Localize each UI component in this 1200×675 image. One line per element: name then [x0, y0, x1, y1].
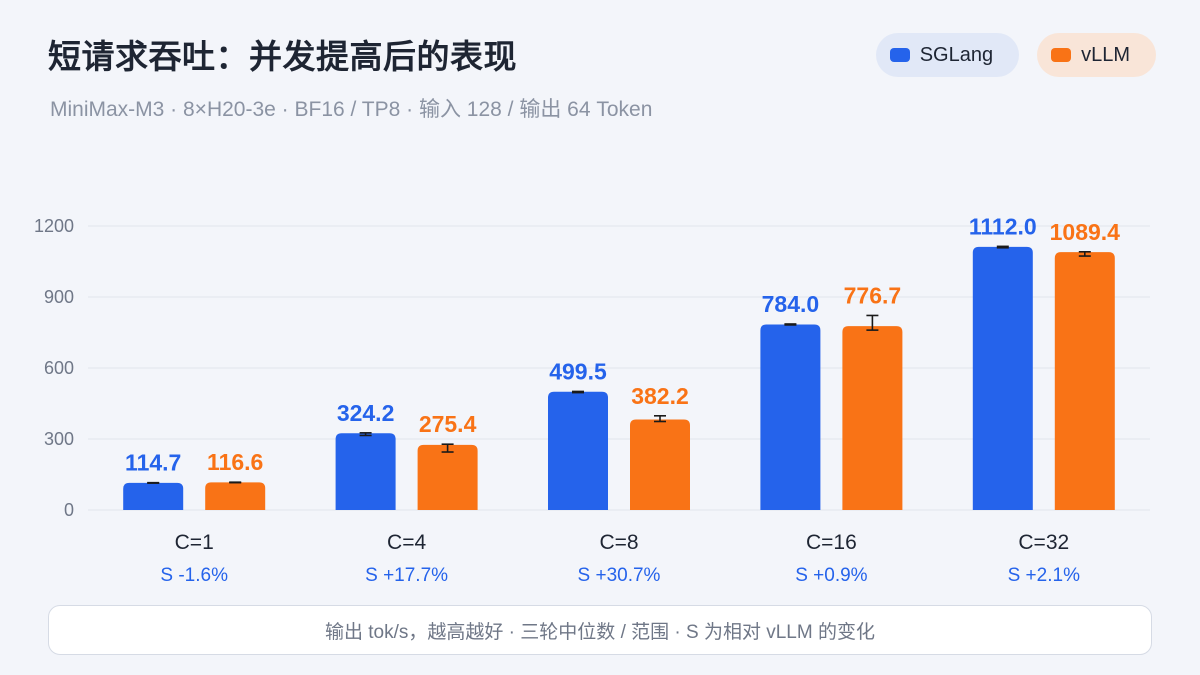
delta-label: S -1.6%: [160, 565, 228, 586]
bar-vllm: [630, 419, 690, 510]
bar-chart: 0 300 600 900 1200 114.7 116.6 C=1 S -1.6% 324.2 2…: [34, 213, 1150, 586]
bar-sglang: [123, 482, 184, 510]
value-label-sglang: 499.5: [549, 358, 607, 384]
footer-note: 输出 tok/s，越高越好 · 三轮中位数 / 范围 · S 为相对 vLLM …: [48, 605, 1152, 655]
category-label: C=4: [387, 531, 426, 554]
bar-sglang: [548, 391, 608, 510]
delta-label: S +17.7%: [365, 565, 448, 586]
y-tick-label: 0: [64, 500, 74, 520]
chart-subtitle: MiniMax-M3 · 8×H20-3e · BF16 / TP8 · 输入 …: [50, 98, 653, 121]
y-tick-label: 300: [44, 429, 74, 449]
value-label-sglang: 324.2: [337, 400, 395, 426]
bar-vllm: [842, 326, 903, 510]
delta-label: S +30.7%: [578, 565, 661, 586]
chart-title: 短请求吞吐：并发提高后的表现: [48, 38, 517, 75]
bar-vllm: [1054, 252, 1115, 510]
value-label-vllm: 1089.4: [1050, 219, 1121, 245]
category-label: C=32: [1018, 531, 1069, 554]
value-label-sglang: 114.7: [125, 450, 181, 476]
bar-vllm: [417, 444, 478, 510]
legend-label-sglang: SGLang: [919, 43, 994, 66]
y-tick-label: 600: [44, 358, 74, 378]
bar-sglang: [972, 246, 1033, 510]
category-label: C=16: [806, 531, 857, 554]
y-tick-label: 900: [44, 287, 74, 307]
bar-sglang: [760, 324, 821, 510]
value-label-vllm: 116.6: [207, 449, 263, 475]
delta-label: S +0.9%: [795, 565, 867, 586]
value-label-vllm: 382.2: [631, 383, 689, 409]
value-label-vllm: 776.7: [844, 282, 902, 308]
footer-note-text: 输出 tok/s，越高越好 · 三轮中位数 / 范围 · S 为相对 vLLM …: [325, 621, 875, 643]
category-label: C=8: [599, 531, 638, 554]
value-label-sglang: 784.0: [762, 291, 820, 317]
delta-label: S +2.1%: [1008, 565, 1080, 586]
value-label-vllm: 275.4: [419, 411, 477, 437]
legend-item-vllm: vLLM: [1037, 33, 1156, 77]
category-label: C=1: [175, 531, 214, 554]
legend: SGLang vLLM: [875, 33, 1156, 77]
bar-vllm: [205, 482, 266, 510]
legend-swatch-sglang: [889, 48, 910, 62]
bar-sglang: [335, 433, 396, 510]
legend-item-sglang: SGLang: [875, 33, 1020, 77]
legend-swatch-vllm: [1051, 48, 1072, 62]
value-label-sglang: 1112.0: [969, 213, 1037, 239]
y-tick-label: 1200: [34, 216, 74, 236]
legend-label-vllm: vLLM: [1081, 43, 1130, 66]
